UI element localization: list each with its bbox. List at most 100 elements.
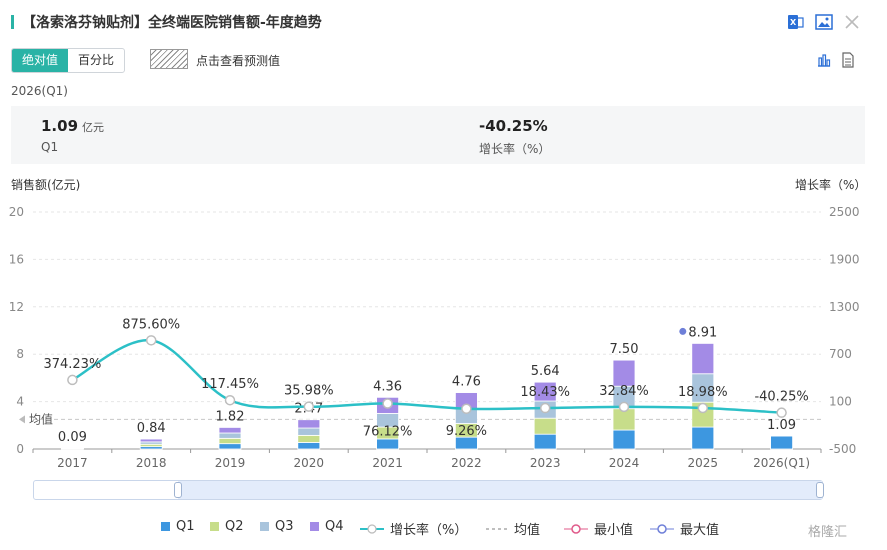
legend-item-q4[interactable]: Q4 [310,519,344,534]
chart-legend: Q1 Q2 Q3 Q4 增长率（%） 均值 最小值 最大值 [0,519,887,539]
bar-segment-q1 [218,443,242,450]
bar-total-label: 7.50 [610,342,639,357]
growth-rate-label: 875.60% [122,317,180,332]
x-tick-label: 2024 [609,456,640,470]
legend-label-q3: Q3 [275,519,294,534]
bar-total-label: 5.64 [531,364,560,379]
growth-rate-label: 32.84% [599,384,649,399]
growth-rate-point [67,374,78,386]
bar-segment-q1 [533,433,557,450]
growth-rate-label: 35.98% [284,384,334,399]
legend-item-q3[interactable]: Q3 [260,519,294,534]
y-tick-label: 12 [9,300,24,314]
y2-tick-label: -500 [829,442,856,456]
period-label: 2026(Q1) [11,84,68,98]
bar-total-label: 1.82 [216,409,245,424]
bar-segment-q1 [297,442,321,450]
growth-rate-point [461,403,472,415]
range-slider-right-handle[interactable] [816,482,824,498]
legend-item-mean[interactable]: 均值 [486,519,540,538]
x-tick-label: 2023 [530,456,561,470]
summary-panel: 1.09 亿元 Q1 -40.25% 增长率（%） [11,106,865,164]
close-icon[interactable] [842,12,862,32]
chart-title: 【洛索洛芬钠贴剂】全终端医院销售额-年度趋势 [22,15,322,31]
bar-segment-q1 [770,435,793,450]
growth-rate-label: 76.12% [363,424,413,439]
title-accent-bar [11,15,14,29]
y-tick-label: 16 [9,252,24,266]
growth-rate-point [224,394,236,406]
legend-item-q1[interactable]: Q1 [161,519,195,534]
range-slider-window[interactable] [178,481,822,499]
legend-item-max[interactable]: 最大值 [650,519,719,538]
x-tick-label: 2018 [136,456,167,470]
mean-marker [19,415,25,424]
legend-item-growth[interactable]: 增长率（%） [360,519,467,538]
bar-segment-q2 [297,434,321,443]
table-icon[interactable] [838,50,858,70]
bar-total-label: 8.91 [688,325,717,340]
bar-segment-q1 [454,436,478,450]
x-tick-label: 2025 [688,456,719,470]
range-slider-left-handle[interactable] [174,482,182,498]
growth-rate-point [697,402,709,414]
x-tick-label: 2020 [294,456,325,470]
legend-swatch-q1 [161,522,170,531]
growth-rate-label: 374.23% [43,357,101,372]
bar-segment-q1 [376,438,400,450]
summary-growth: -40.25% [479,117,548,135]
svg-text:X: X [790,18,797,27]
growth-rate-label: 18.98% [678,385,728,400]
growth-rate-point [145,335,157,346]
legend-label-mean: 均值 [514,523,541,538]
bar-segment-q4 [139,438,163,443]
legend-item-min[interactable]: 最小值 [564,519,633,538]
tab-absolute[interactable]: 绝对值 [12,49,69,72]
mean-label: 均值 [29,411,53,426]
legend-swatch-q4 [310,522,319,531]
y2-tick-label: 1900 [829,252,860,266]
bar-segment-q3 [297,427,321,436]
legend-item-q2[interactable]: Q2 [210,519,244,534]
y2-tick-label: 700 [829,347,852,361]
legend-label-min: 最小值 [594,523,634,538]
legend-max-icon [650,523,674,534]
y-tick-label: 8 [16,347,24,361]
tab-percent[interactable]: 百分比 [78,53,115,67]
growth-rate-point [303,401,315,412]
bar-total-label: 1.09 [767,418,796,433]
growth-rate-point [618,401,630,413]
y-axis-title: 销售额(亿元) [11,178,81,192]
legend-swatch-q3 [260,522,269,531]
y2-axis-title: 增长率（%） [795,178,867,192]
bar-segment-q3 [218,432,242,439]
y-tick-label: 20 [9,205,24,219]
x-tick-label: 2022 [451,456,482,470]
legend-label-q2: Q2 [225,519,244,534]
summary-value-label: Q1 [41,140,59,154]
image-icon[interactable] [814,12,834,32]
bar-total-label: 0.84 [137,421,166,436]
bar-segment-q1 [612,429,636,450]
bar-segment-q4 [691,343,715,375]
forecast-toggle-label[interactable]: 点击查看预测值 [196,54,281,68]
watermark: 格隆汇 [808,525,848,540]
growth-rate-point [382,398,393,409]
chart-header: 【洛索洛芬钠贴剂】全终端医院销售额-年度趋势 X [0,0,887,44]
legend-line-icon [360,523,384,534]
forecast-toggle-swatch[interactable] [150,49,188,69]
growth-rate-point [776,407,787,418]
legend-label-growth: 增长率（%） [390,523,468,538]
range-slider[interactable] [33,480,824,500]
bar-chart-icon[interactable] [814,50,834,70]
legend-label-max: 最大值 [680,523,720,538]
x-tick-label: 2026(Q1) [753,456,810,470]
chart-plot: 0 -500 4 100 8 700 12 1300 16 1900 20 2500 2017 2018 2… [9,205,860,470]
y2-tick-label: 100 [829,395,852,409]
excel-icon[interactable]: X [785,12,805,32]
growth-rate-label: 117.45% [201,377,259,392]
summary-value-number: 1.09 [41,117,79,135]
bar-segment-q4 [533,381,557,402]
x-tick-label: 2019 [215,456,246,470]
bar-total-label: 0.09 [58,430,87,445]
